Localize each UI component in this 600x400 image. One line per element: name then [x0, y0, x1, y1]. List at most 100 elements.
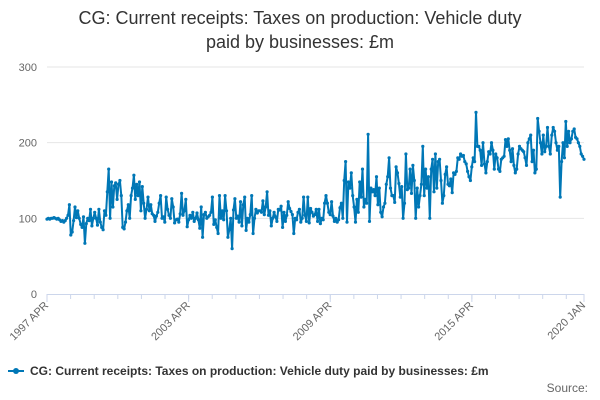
data-point[interactable]: [66, 213, 70, 217]
data-point[interactable]: [163, 220, 167, 224]
data-point[interactable]: [83, 241, 87, 245]
data-point[interactable]: [576, 141, 581, 145]
data-point[interactable]: [449, 177, 453, 181]
data-point[interactable]: [376, 203, 380, 207]
data-point[interactable]: [154, 214, 158, 218]
data-point[interactable]: [548, 152, 552, 156]
data-point[interactable]: [505, 144, 509, 148]
data-point[interactable]: [540, 152, 544, 156]
data-point[interactable]: [509, 160, 513, 164]
data-point[interactable]: [529, 133, 533, 137]
data-point[interactable]: [414, 216, 418, 220]
data-point[interactable]: [524, 163, 529, 167]
data-point[interactable]: [212, 222, 216, 226]
data-point[interactable]: [380, 215, 384, 219]
data-point[interactable]: [94, 216, 98, 220]
data-point[interactable]: [365, 201, 369, 205]
data-point[interactable]: [296, 210, 300, 214]
data-point[interactable]: [88, 207, 93, 211]
data-point[interactable]: [285, 213, 289, 217]
data-point[interactable]: [306, 195, 310, 199]
data-point[interactable]: [377, 186, 381, 190]
data-point[interactable]: [251, 231, 255, 236]
data-point[interactable]: [554, 141, 558, 145]
data-point[interactable]: [140, 185, 144, 189]
data-point[interactable]: [98, 220, 102, 224]
data-point[interactable]: [215, 225, 219, 229]
data-point[interactable]: [219, 216, 223, 220]
data-point[interactable]: [199, 205, 203, 209]
data-point[interactable]: [369, 186, 373, 190]
data-point[interactable]: [146, 195, 150, 199]
data-point[interactable]: [314, 207, 318, 211]
data-point[interactable]: [334, 216, 338, 220]
data-point[interactable]: [79, 222, 83, 226]
data-point[interactable]: [264, 205, 268, 209]
data-point[interactable]: [409, 191, 414, 195]
data-point[interactable]: [216, 231, 220, 236]
data-point[interactable]: [238, 200, 243, 204]
data-point[interactable]: [503, 138, 508, 142]
data-point[interactable]: [63, 219, 67, 223]
data-point[interactable]: [323, 201, 327, 205]
data-point[interactable]: [299, 220, 303, 224]
data-point[interactable]: [485, 160, 489, 164]
data-point[interactable]: [196, 218, 200, 222]
data-point[interactable]: [292, 231, 296, 236]
data-point[interactable]: [129, 194, 133, 198]
data-point[interactable]: [508, 148, 512, 152]
data-point[interactable]: [494, 152, 498, 156]
data-point[interactable]: [105, 190, 109, 194]
data-point[interactable]: [144, 207, 149, 211]
data-point[interactable]: [156, 210, 160, 214]
data-point[interactable]: [208, 213, 212, 217]
data-point[interactable]: [159, 194, 163, 198]
data-point[interactable]: [266, 213, 271, 217]
data-point[interactable]: [470, 165, 474, 169]
data-point[interactable]: [582, 157, 586, 161]
data-point[interactable]: [325, 201, 329, 205]
data-point[interactable]: [415, 186, 419, 190]
data-point[interactable]: [269, 224, 273, 228]
data-point[interactable]: [166, 207, 170, 211]
data-point[interactable]: [530, 160, 534, 164]
data-point[interactable]: [344, 160, 348, 164]
data-point[interactable]: [182, 209, 186, 213]
data-point[interactable]: [581, 154, 585, 158]
data-point[interactable]: [363, 197, 367, 201]
data-point[interactable]: [531, 148, 536, 152]
data-point[interactable]: [398, 195, 402, 199]
data-point[interactable]: [259, 210, 264, 214]
data-point[interactable]: [358, 180, 362, 184]
data-point[interactable]: [275, 219, 279, 223]
data-point[interactable]: [538, 141, 543, 145]
legend[interactable]: CG: Current receipts: Taxes on productio…: [8, 364, 489, 378]
data-point[interactable]: [107, 167, 111, 171]
data-point[interactable]: [97, 207, 101, 211]
data-point[interactable]: [555, 148, 560, 152]
data-point[interactable]: [407, 186, 411, 190]
data-point[interactable]: [213, 218, 217, 222]
data-point[interactable]: [551, 125, 555, 130]
data-point[interactable]: [118, 178, 122, 183]
data-point[interactable]: [553, 129, 557, 133]
data-point[interactable]: [578, 144, 582, 148]
data-point[interactable]: [567, 129, 571, 133]
data-point[interactable]: [429, 167, 433, 171]
data-point[interactable]: [484, 171, 488, 175]
data-point[interactable]: [450, 191, 454, 195]
data-point[interactable]: [381, 205, 386, 209]
data-point[interactable]: [81, 215, 86, 219]
data-point[interactable]: [404, 152, 408, 156]
data-point[interactable]: [74, 216, 78, 220]
data-point[interactable]: [231, 208, 236, 212]
data-point[interactable]: [297, 207, 301, 211]
data-point[interactable]: [342, 178, 346, 183]
data-point[interactable]: [281, 225, 285, 229]
data-point[interactable]: [360, 167, 365, 171]
data-point[interactable]: [243, 195, 247, 199]
data-point[interactable]: [188, 213, 192, 217]
data-point[interactable]: [569, 137, 574, 141]
data-point[interactable]: [317, 207, 321, 211]
data-point[interactable]: [349, 171, 353, 175]
